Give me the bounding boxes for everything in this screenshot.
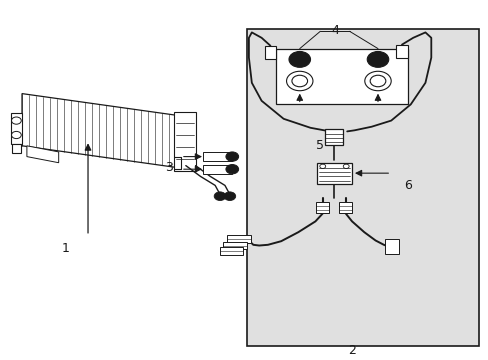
Circle shape [214, 192, 225, 201]
Bar [173, 112, 195, 171]
Bar [385, 239, 398, 254]
Text: 5: 5 [316, 139, 324, 152]
Circle shape [293, 55, 305, 64]
Bar [264, 46, 276, 59]
Bar [339, 202, 351, 213]
Circle shape [229, 167, 235, 171]
Polygon shape [11, 113, 22, 144]
Bar [276, 49, 407, 104]
Bar [223, 242, 246, 249]
Circle shape [225, 165, 238, 174]
Bar [246, 29, 478, 346]
Bar [316, 163, 351, 184]
Bar [203, 152, 232, 161]
Bar [203, 165, 232, 174]
Circle shape [225, 152, 238, 161]
Bar [395, 45, 407, 58]
Bar [325, 129, 342, 145]
Text: 4: 4 [330, 24, 338, 37]
Polygon shape [27, 146, 59, 163]
Text: 6: 6 [404, 179, 411, 192]
Circle shape [288, 51, 310, 67]
Text: 1: 1 [62, 242, 70, 255]
Text: 3: 3 [164, 161, 172, 174]
Circle shape [366, 51, 388, 67]
Polygon shape [22, 94, 176, 167]
Polygon shape [12, 144, 20, 153]
Bar [316, 202, 328, 213]
Circle shape [371, 55, 384, 64]
Circle shape [229, 154, 235, 159]
Bar [219, 247, 243, 255]
Bar [227, 235, 250, 243]
Circle shape [224, 192, 235, 201]
Text: 2: 2 [347, 345, 355, 357]
